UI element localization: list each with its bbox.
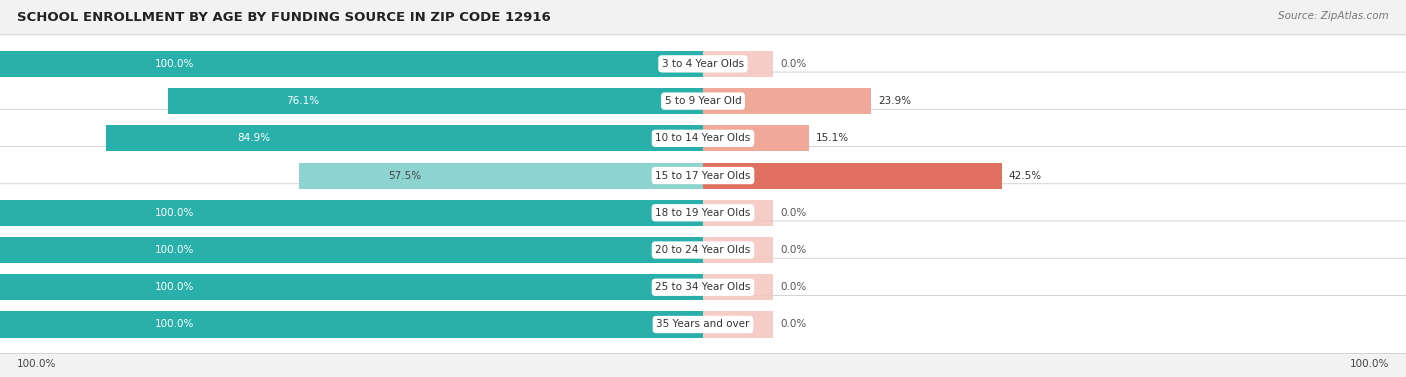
Text: Source: ZipAtlas.com: Source: ZipAtlas.com <box>1278 11 1389 21</box>
FancyBboxPatch shape <box>0 184 1406 242</box>
Text: 10 to 14 Year Olds: 10 to 14 Year Olds <box>655 133 751 143</box>
Bar <box>169 88 703 114</box>
Bar <box>299 162 703 188</box>
Bar <box>0 51 703 77</box>
Text: 100.0%: 100.0% <box>155 208 194 218</box>
Bar <box>703 274 773 300</box>
Bar <box>703 125 810 151</box>
Text: 100.0%: 100.0% <box>155 282 194 292</box>
Text: 15 to 17 Year Olds: 15 to 17 Year Olds <box>655 170 751 181</box>
Bar <box>703 200 773 226</box>
Text: 20 to 24 Year Olds: 20 to 24 Year Olds <box>655 245 751 255</box>
Text: 100.0%: 100.0% <box>1350 359 1389 369</box>
Text: 84.9%: 84.9% <box>238 133 270 143</box>
Bar <box>703 237 773 263</box>
FancyBboxPatch shape <box>0 72 1406 130</box>
Text: 25 to 34 Year Olds: 25 to 34 Year Olds <box>655 282 751 292</box>
Text: 57.5%: 57.5% <box>388 170 420 181</box>
Text: 15.1%: 15.1% <box>815 133 849 143</box>
FancyBboxPatch shape <box>0 221 1406 279</box>
FancyBboxPatch shape <box>0 109 1406 167</box>
FancyBboxPatch shape <box>0 35 1406 93</box>
Text: 100.0%: 100.0% <box>155 245 194 255</box>
Text: 42.5%: 42.5% <box>1010 170 1042 181</box>
Bar <box>703 51 773 77</box>
Bar <box>703 162 1002 188</box>
Text: 76.1%: 76.1% <box>285 96 319 106</box>
Text: 0.0%: 0.0% <box>780 282 807 292</box>
Bar <box>105 125 703 151</box>
Bar <box>0 311 703 337</box>
FancyBboxPatch shape <box>0 258 1406 316</box>
Text: 100.0%: 100.0% <box>155 319 194 329</box>
Text: 35 Years and over: 35 Years and over <box>657 319 749 329</box>
Text: 3 to 4 Year Olds: 3 to 4 Year Olds <box>662 59 744 69</box>
Bar <box>703 311 773 337</box>
FancyBboxPatch shape <box>0 147 1406 205</box>
Text: 100.0%: 100.0% <box>17 359 56 369</box>
Text: 0.0%: 0.0% <box>780 208 807 218</box>
Text: 23.9%: 23.9% <box>877 96 911 106</box>
Text: 0.0%: 0.0% <box>780 59 807 69</box>
Text: 18 to 19 Year Olds: 18 to 19 Year Olds <box>655 208 751 218</box>
Text: SCHOOL ENROLLMENT BY AGE BY FUNDING SOURCE IN ZIP CODE 12916: SCHOOL ENROLLMENT BY AGE BY FUNDING SOUR… <box>17 11 551 24</box>
Text: 5 to 9 Year Old: 5 to 9 Year Old <box>665 96 741 106</box>
Bar <box>0 274 703 300</box>
Text: 100.0%: 100.0% <box>155 59 194 69</box>
Text: 0.0%: 0.0% <box>780 245 807 255</box>
Bar <box>703 88 872 114</box>
FancyBboxPatch shape <box>0 296 1406 354</box>
Bar <box>0 237 703 263</box>
Text: 0.0%: 0.0% <box>780 319 807 329</box>
Bar <box>0 200 703 226</box>
